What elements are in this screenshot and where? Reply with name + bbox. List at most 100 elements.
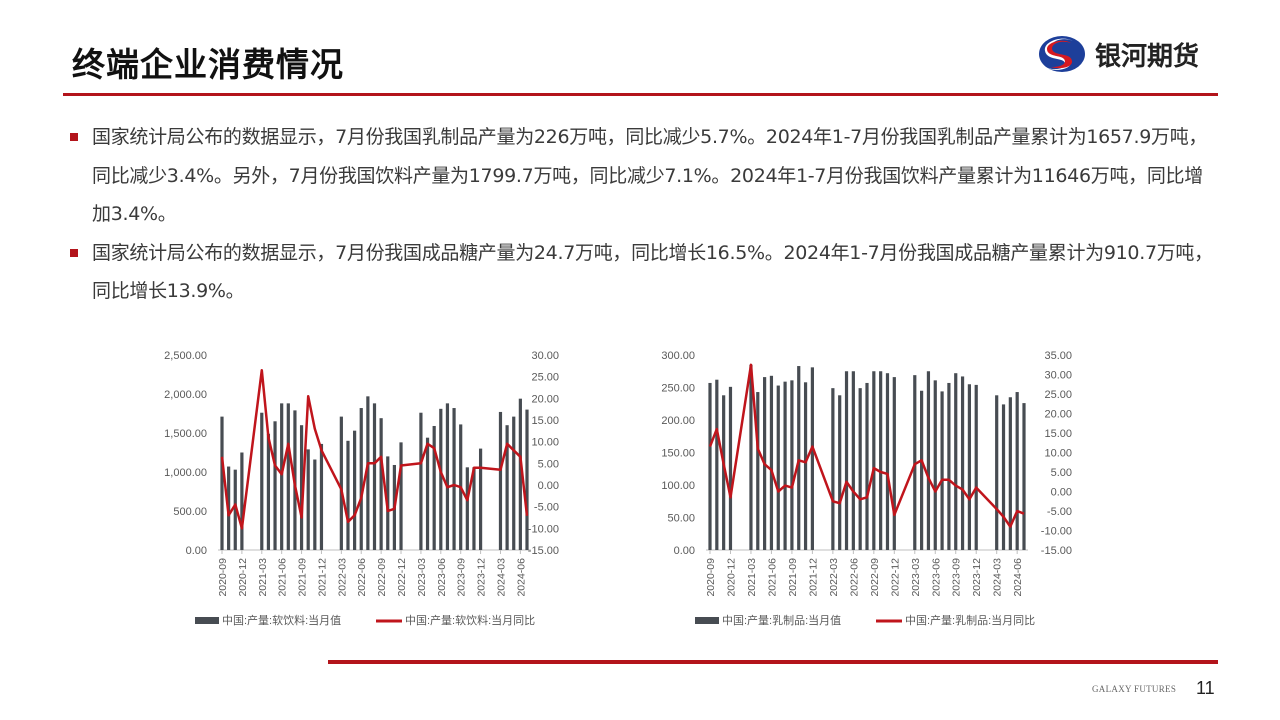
right-axis-tick-label: 30.00: [531, 350, 559, 362]
left-axis-tick-label: 2,000.00: [164, 389, 207, 401]
bar: [967, 384, 971, 550]
left-axis-tick-label: 250.00: [661, 383, 695, 395]
bar: [947, 382, 951, 550]
bar: [353, 430, 357, 550]
page-title: 终端企业消费情况: [72, 45, 344, 84]
bar: [872, 371, 876, 550]
left-axis-tick-label: 1,000.00: [164, 467, 207, 479]
bar: [783, 381, 787, 550]
chart-svg: 0.00 500.00 1,000.00 1,500.00 2,000.00 2,500.…: [164, 350, 559, 627]
left-axis-tick-label: 1,500.00: [164, 428, 207, 440]
bar: [913, 375, 917, 550]
right-axis-tick-label: -10.00: [528, 523, 559, 535]
right-axis-tick-label: 20.00: [1044, 409, 1072, 421]
bar: [960, 376, 965, 550]
footer-brand: GALAXY FUTURES: [1092, 684, 1177, 694]
legend-bar-label: 中国:产量:软饮料:当月值: [222, 613, 341, 627]
bar: [892, 377, 896, 550]
bar: [803, 382, 808, 550]
legend-line-label: 中国:产量:乳制品:当月同比: [905, 613, 1035, 627]
bar: [797, 366, 801, 550]
bar: [851, 371, 855, 550]
left-axis-tick-label: 50.00: [667, 513, 695, 525]
dairy-production-chart: 0.00 50.00 100.00 150.00 200.00 250.00 300.00 -…: [650, 340, 1080, 635]
bar: [831, 388, 835, 550]
bar: [776, 385, 780, 550]
left-axis-tick-label: 2,500.00: [164, 350, 207, 362]
x-axis-tick-label: 2021-09: [787, 558, 799, 597]
bar: [478, 448, 483, 550]
bullet-item: 国家统计局公布的数据显示，7月份我国成品糖产量为24.7万吨，同比增长16.5%…: [70, 234, 1220, 311]
x-axis-tick-label: 2020-09: [217, 558, 229, 597]
bar: [425, 437, 430, 550]
x-axis-tick-label: 2022-12: [889, 558, 901, 597]
bar: [844, 371, 849, 550]
bar: [865, 382, 869, 550]
x-axis-tick-label: 2024-06: [515, 558, 527, 597]
x-axis-tick-label: 2021-03: [257, 558, 269, 597]
x-axis-tick-label: 2024-03: [495, 558, 507, 597]
bar: [790, 380, 794, 550]
bar: [445, 403, 450, 550]
right-axis-tick-label: 5.00: [538, 458, 559, 470]
bar: [525, 409, 529, 550]
bar: [286, 403, 290, 550]
right-axis-tick-label: 20.00: [531, 393, 559, 405]
x-axis-tick-label: 2022-12: [396, 558, 408, 597]
bar: [220, 416, 224, 550]
x-axis-tick-label: 2022-09: [869, 558, 881, 597]
right-axis-tick-label: 25.00: [531, 372, 559, 384]
right-axis-tick-label: -15.00: [528, 545, 559, 557]
bar: [708, 382, 712, 550]
x-axis-tick-label: 2023-06: [930, 558, 942, 597]
bar: [769, 375, 774, 550]
x-axis-tick-label: 2020-12: [725, 558, 737, 597]
legend-bar-swatch-icon: [195, 617, 219, 624]
x-axis-tick-label: 2021-12: [316, 558, 328, 597]
bar: [715, 379, 719, 550]
x-axis-tick-label: 2023-03: [416, 558, 428, 597]
header-divider: [63, 93, 1218, 96]
bullet-text: 国家统计局公布的数据显示，7月份我国乳制品产量为226万吨，同比减少5.7%。2…: [92, 126, 1208, 225]
bar: [366, 396, 370, 550]
x-axis-tick-label: 2022-09: [376, 558, 388, 597]
bar: [995, 395, 999, 550]
bar: [838, 395, 842, 550]
page-number: 11: [1196, 678, 1215, 698]
bar: [518, 398, 522, 550]
bullet-marker-icon: [70, 133, 78, 141]
bar: [1001, 404, 1006, 550]
right-axis-tick-label: 30.00: [1044, 370, 1072, 382]
bar: [372, 403, 377, 550]
chart-svg: 0.00 50.00 100.00 150.00 200.00 250.00 300.00 -…: [661, 350, 1072, 627]
bar: [728, 386, 733, 550]
x-axis-tick-label: 2024-06: [1012, 558, 1024, 597]
left-axis-tick-label: 200.00: [661, 415, 695, 427]
x-axis-tick-label: 2022-03: [336, 558, 348, 597]
bar: [1022, 403, 1026, 550]
bar: [885, 373, 890, 550]
x-axis-tick-label: 2023-12: [971, 558, 983, 597]
x-axis-tick-label: 2020-12: [237, 558, 249, 597]
right-axis-tick-label: 35.00: [1044, 350, 1072, 362]
right-axis-tick-label: 0.00: [1051, 487, 1072, 499]
bar: [858, 388, 862, 550]
bar: [439, 408, 443, 550]
right-axis-tick-label: -10.00: [1041, 526, 1072, 538]
x-axis-tick-label: 2022-06: [848, 558, 860, 597]
right-axis-tick-label: -15.00: [1041, 545, 1072, 557]
bar: [399, 442, 403, 550]
right-axis-tick-label: 5.00: [1051, 467, 1072, 479]
x-axis-tick-label: 2023-09: [456, 558, 468, 597]
x-axis-tick-label: 2023-09: [951, 558, 963, 597]
x-axis-tick-label: 2021-12: [807, 558, 819, 597]
bar: [810, 367, 814, 550]
yoy-line: [220, 368, 529, 530]
legend-bar-swatch-icon: [695, 617, 719, 624]
right-axis-tick-label: 25.00: [1044, 389, 1072, 401]
bar: [313, 459, 317, 550]
x-axis-tick-label: 2021-06: [277, 558, 289, 597]
bar: [974, 384, 978, 550]
bar: [926, 371, 931, 550]
bar: [240, 452, 244, 550]
